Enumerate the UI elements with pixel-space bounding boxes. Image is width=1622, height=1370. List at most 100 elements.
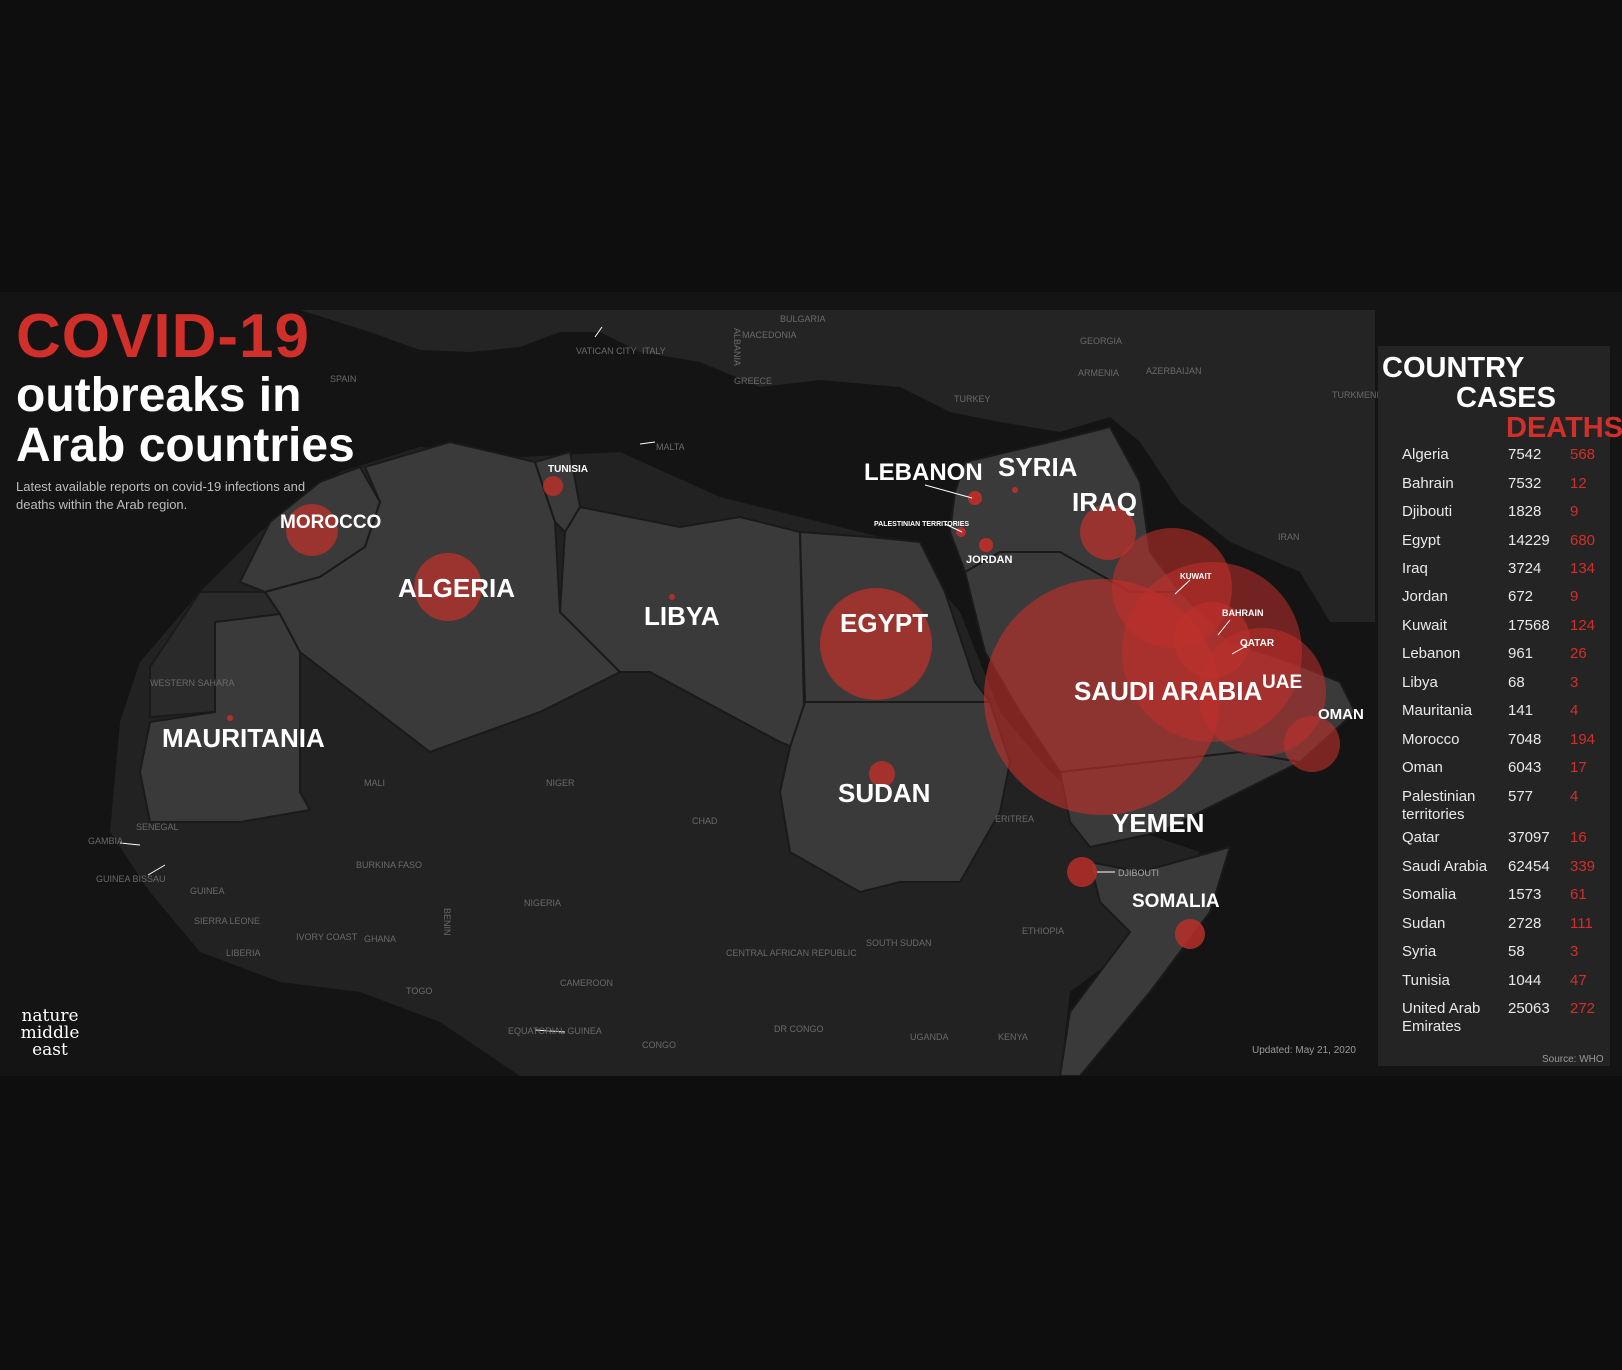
bubble-mauritania bbox=[227, 715, 233, 721]
label-somalia: SOMALIA bbox=[1132, 891, 1220, 912]
label-uganda: UGANDA bbox=[910, 1032, 949, 1042]
label-kuwait: KUWAIT bbox=[1180, 572, 1212, 581]
header-cases: CASES bbox=[1456, 382, 1556, 414]
row-country: Saudi Arabia bbox=[1402, 858, 1488, 875]
label-eritrea: ERITREA bbox=[995, 814, 1034, 824]
label-congo: CONGO bbox=[642, 1040, 676, 1050]
label-burkina-faso: BURKINA FASO bbox=[356, 860, 422, 870]
label-armenia: ARMENIA bbox=[1078, 368, 1119, 378]
label-turkey: TURKEY bbox=[954, 394, 991, 404]
row-deaths: 17 bbox=[1570, 759, 1587, 776]
bubble-libya bbox=[669, 594, 675, 600]
label-iraq: IRAQ bbox=[1072, 487, 1137, 517]
row-country: Kuwait bbox=[1402, 617, 1448, 634]
label-greece: GREECE bbox=[734, 376, 772, 386]
row-country: Oman bbox=[1402, 759, 1443, 776]
label-ethiopia: ETHIOPIA bbox=[1022, 926, 1064, 936]
bubble-iraq bbox=[1080, 504, 1136, 560]
row-cases: 14229 bbox=[1508, 532, 1550, 549]
label-macedonia: MACEDONIA bbox=[742, 330, 797, 340]
bubble-syria bbox=[1012, 487, 1018, 493]
row-deaths: 16 bbox=[1570, 829, 1587, 846]
somalia-shape bbox=[1058, 845, 1232, 1076]
label-cameroon: CAMEROON bbox=[560, 978, 613, 988]
row-deaths: 3 bbox=[1570, 674, 1579, 691]
label-georgia: GEORGIA bbox=[1080, 336, 1122, 346]
logo-line-1: nature bbox=[21, 1006, 79, 1026]
label-chad: CHAD bbox=[692, 816, 718, 826]
bubble-tunisia bbox=[543, 476, 563, 496]
row-cases: 17568 bbox=[1508, 617, 1550, 634]
row-deaths: 61 bbox=[1570, 886, 1587, 903]
label-gambia: GAMBIA bbox=[88, 836, 123, 846]
case-bubbles bbox=[227, 476, 1340, 949]
label-malta: MALTA bbox=[656, 442, 685, 452]
row-cases: 672 bbox=[1508, 588, 1534, 605]
label-bulgaria: BULGARIA bbox=[780, 314, 826, 324]
title-covid: COVID-19 bbox=[16, 302, 310, 371]
label-south-sudan: SOUTH SUDAN bbox=[866, 938, 932, 948]
row-cases: 141 bbox=[1508, 702, 1534, 719]
label-ivory-coast: IVORY COAST bbox=[296, 932, 358, 942]
title-line-2: outbreaks in bbox=[16, 369, 302, 422]
label-kenya: KENYA bbox=[998, 1032, 1028, 1042]
row-country: Palestinian territories bbox=[1402, 788, 1476, 823]
row-cases: 37097 bbox=[1508, 829, 1550, 846]
label-bahrain: BAHRAIN bbox=[1222, 608, 1264, 618]
map: MOROCCO ALGERIA LIBYA EGYPT MAURITANIA S… bbox=[0, 292, 1622, 1076]
label-sierra-leone: SIERRA LEONE bbox=[194, 916, 260, 926]
row-cases: 58 bbox=[1508, 943, 1525, 960]
row-deaths: 12 bbox=[1570, 475, 1587, 492]
subtitle: Latest available reports on covid-19 inf… bbox=[16, 479, 306, 512]
header-country: COUNTRY bbox=[1382, 352, 1525, 384]
row-cases: 3724 bbox=[1508, 560, 1542, 577]
label-benin: BENIN bbox=[442, 908, 452, 936]
row-deaths: 3 bbox=[1570, 943, 1579, 960]
label-ghana: GHANA bbox=[364, 934, 396, 944]
label-egypt: EGYPT bbox=[840, 608, 928, 638]
label-mauritania: MAURITANIA bbox=[162, 723, 325, 753]
row-cases: 68 bbox=[1508, 674, 1525, 691]
label-niger: NIGER bbox=[546, 778, 575, 788]
row-cases: 7532 bbox=[1508, 475, 1542, 492]
label-mali: MALI bbox=[364, 778, 385, 788]
row-country: Lebanon bbox=[1402, 645, 1461, 662]
row-country: Qatar bbox=[1402, 829, 1440, 846]
label-albania: ALBANIA bbox=[732, 328, 742, 366]
row-deaths: 124 bbox=[1570, 617, 1596, 634]
label-western-sahara: WESTERN SAHARA bbox=[150, 678, 235, 688]
row-cases: 1044 bbox=[1508, 972, 1542, 989]
bubble-sudan bbox=[869, 761, 895, 787]
label-vatican-city: VATICAN CITY bbox=[576, 346, 637, 356]
label-uae: UAE bbox=[1262, 672, 1302, 693]
updated-date: Updated: May 21, 2020 bbox=[1252, 1045, 1356, 1056]
bubble-egypt bbox=[820, 588, 932, 700]
row-cases: 62454 bbox=[1508, 858, 1550, 875]
row-country: Bahrain bbox=[1402, 475, 1454, 492]
row-deaths: 111 bbox=[1570, 915, 1593, 932]
label-central-african-republic: CENTRAL AFRICAN REPUBLIC bbox=[726, 948, 857, 958]
label-spain: SPAIN bbox=[330, 374, 356, 384]
bubble-somalia bbox=[1175, 919, 1205, 949]
bubble-lebanon bbox=[968, 491, 982, 505]
label-liberia: LIBERIA bbox=[226, 948, 261, 958]
row-deaths: 680 bbox=[1570, 532, 1596, 549]
label-oman: OMAN bbox=[1318, 706, 1364, 723]
row-country: United Arab Emirates bbox=[1402, 1000, 1481, 1035]
label-libya: LIBYA bbox=[644, 601, 720, 631]
row-country: Mauritania bbox=[1402, 702, 1473, 719]
row-deaths: 194 bbox=[1570, 731, 1596, 748]
row-cases: 2728 bbox=[1508, 915, 1542, 932]
bubble-djibouti bbox=[1067, 857, 1097, 887]
label-equatorial-guinea: EQUATORIAL GUINEA bbox=[508, 1026, 602, 1036]
row-country: Morocco bbox=[1402, 731, 1460, 748]
row-deaths: 4 bbox=[1570, 702, 1579, 719]
label-morocco: MOROCCO bbox=[280, 512, 381, 533]
bubble-algeria bbox=[414, 553, 482, 621]
row-country: Iraq bbox=[1402, 560, 1428, 577]
row-country: Syria bbox=[1402, 943, 1437, 960]
infographic: MOROCCO ALGERIA LIBYA EGYPT MAURITANIA S… bbox=[0, 292, 1622, 1076]
row-country: Somalia bbox=[1402, 886, 1457, 903]
logo-line-3: east bbox=[32, 1040, 68, 1060]
row-country: Egypt bbox=[1402, 532, 1441, 549]
